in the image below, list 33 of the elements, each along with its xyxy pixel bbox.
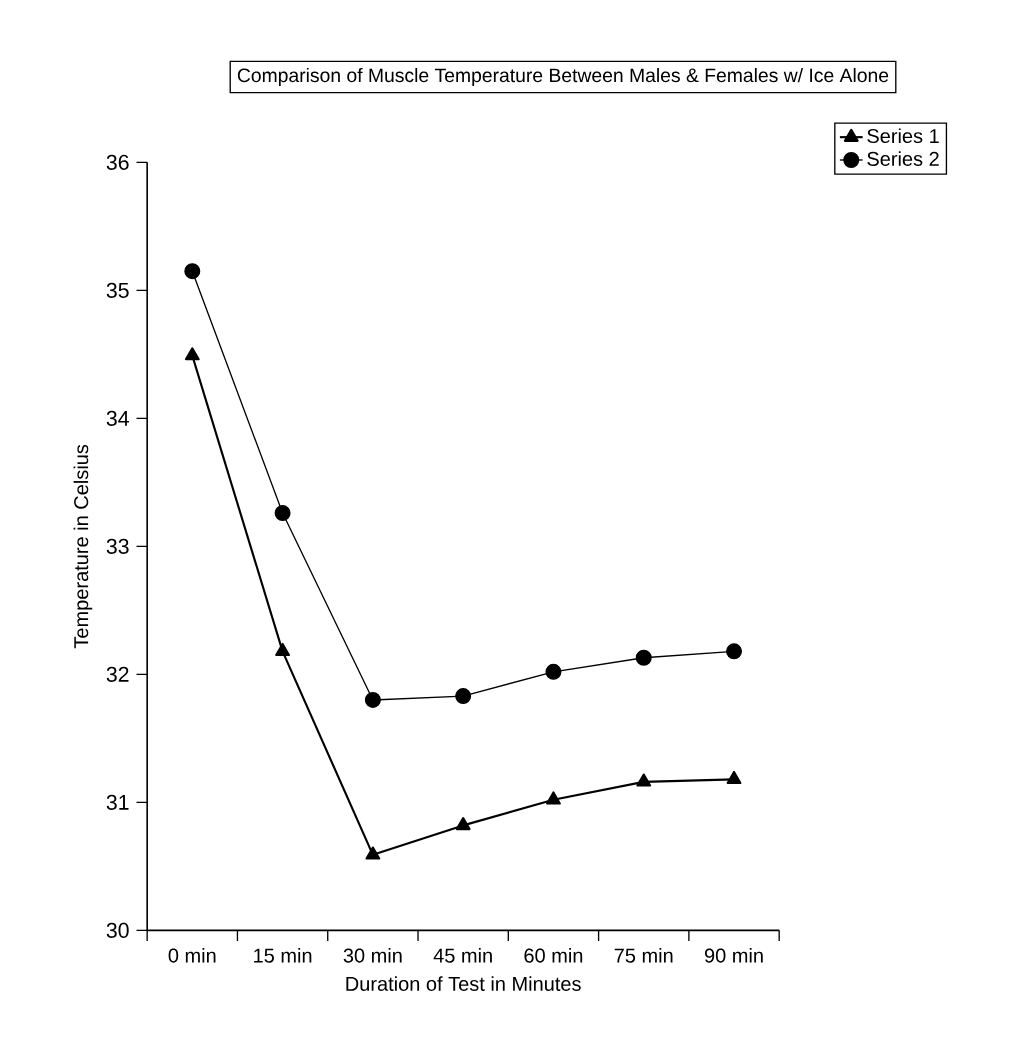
y-tick-label: 31: [106, 794, 129, 810]
point: [726, 770, 742, 785]
point: [636, 773, 652, 787]
x-tick-label: 45 min: [433, 947, 492, 963]
x-tick-label: 15 min: [254, 947, 312, 963]
y-axis-title: Temperature in Celsius: [73, 444, 93, 649]
y-tick-label: 33: [106, 538, 129, 554]
x-axis-title: Duration of Test in Minutes: [346, 976, 581, 991]
y-tick-label: 30: [106, 922, 129, 938]
point: [546, 791, 561, 805]
y-tick-label: 34: [106, 410, 129, 426]
y-tick-label: 36: [106, 154, 129, 170]
legend-label: Series 1: [867, 128, 939, 144]
point: [455, 817, 471, 831]
point: [275, 642, 291, 657]
x-tick-label: 90 min: [704, 947, 763, 963]
y-tick-label: 32: [106, 666, 129, 682]
point: [364, 691, 381, 708]
x-tick-label: 0 min: [168, 947, 216, 963]
point: [455, 688, 472, 705]
point: [545, 663, 562, 680]
point: [726, 643, 743, 660]
point: [274, 505, 291, 522]
x-tick-label: 75 min: [614, 947, 673, 963]
point: [635, 649, 652, 666]
x-tick-label: 30 min: [343, 947, 402, 963]
point: [184, 263, 201, 280]
legend-label: Series 2: [867, 151, 939, 166]
point: [184, 347, 200, 361]
point: [365, 846, 381, 860]
chart-title: Comparison of Muscle Temperature Between Males & Females w/ Ice Alone: [237, 67, 889, 86]
x-tick-label: 60 min: [524, 947, 583, 963]
y-tick-label: 35: [106, 282, 129, 298]
